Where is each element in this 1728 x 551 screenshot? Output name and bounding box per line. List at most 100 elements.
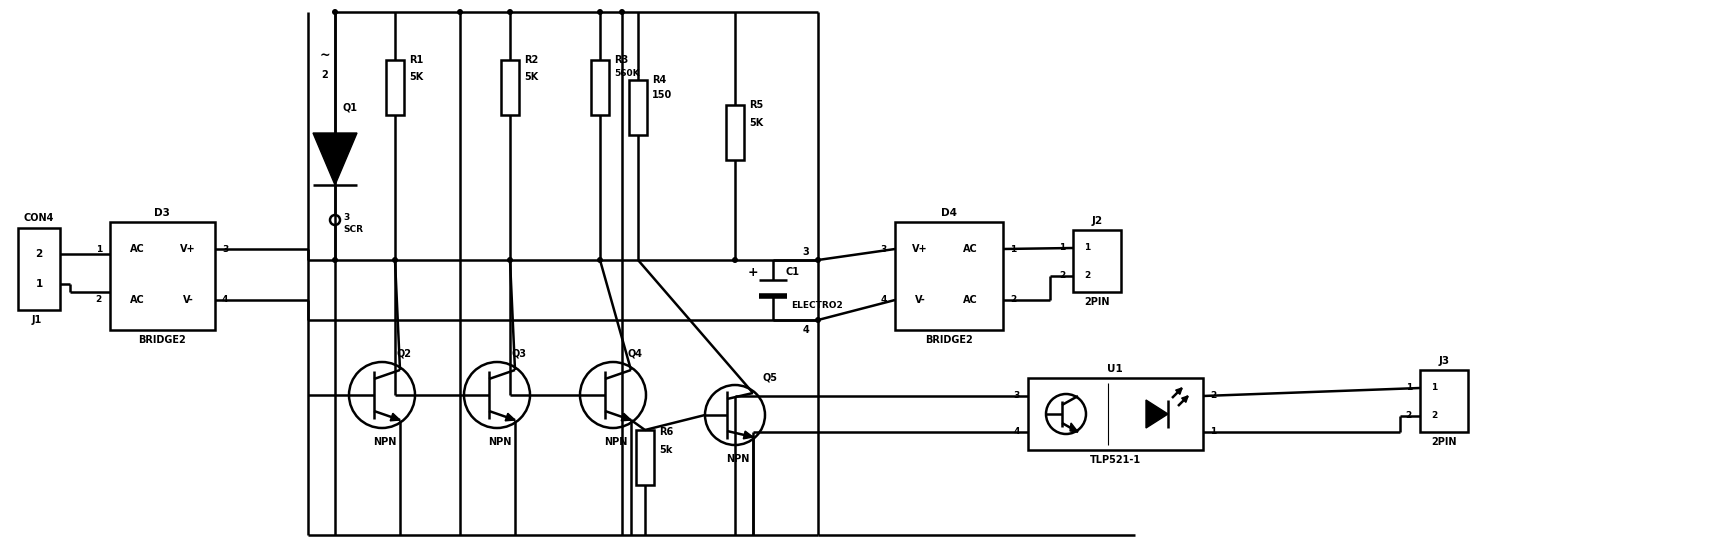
Text: ELECTRO2: ELECTRO2 [791,300,843,310]
Text: 3: 3 [881,245,886,253]
Text: C1: C1 [785,267,798,277]
Text: R1: R1 [410,55,423,65]
Text: R4: R4 [651,75,667,85]
Text: V-: V- [914,295,926,305]
Text: Q2: Q2 [396,348,411,358]
Text: 1: 1 [1431,383,1438,392]
Text: BRIDGE2: BRIDGE2 [924,335,973,345]
Bar [591,60,608,115]
Circle shape [506,257,513,263]
Text: 1: 1 [1083,244,1090,252]
Text: V+: V+ [912,244,928,254]
Text: 2: 2 [1431,412,1438,420]
Text: 1: 1 [1210,428,1217,436]
Bar [636,430,653,485]
Text: 3: 3 [1014,392,1020,401]
Polygon shape [505,413,515,421]
Text: V+: V+ [180,244,195,254]
Text: Q1: Q1 [342,103,358,113]
Polygon shape [620,413,631,421]
Circle shape [619,9,626,15]
Text: 4: 4 [802,325,809,335]
Text: 4: 4 [221,295,228,305]
Text: Q3: Q3 [511,348,527,358]
Circle shape [596,257,603,263]
Text: SCR: SCR [342,225,363,235]
Bar [111,222,214,330]
Text: R6: R6 [658,427,674,437]
Bar [629,80,646,135]
Text: ~: ~ [320,48,330,62]
Text: 1: 1 [1407,383,1412,392]
Text: R3: R3 [613,55,629,65]
Text: D4: D4 [942,208,957,218]
Text: 5K: 5K [410,72,423,82]
Polygon shape [313,133,358,185]
Text: AC: AC [130,244,145,254]
Text: 2: 2 [1059,272,1064,280]
Circle shape [581,362,646,428]
Text: AC: AC [962,295,978,305]
Bar [1028,378,1203,450]
Bar [385,60,404,115]
Text: 2: 2 [35,249,43,259]
Bar [726,105,745,160]
Text: AC: AC [130,295,145,305]
Text: 560K: 560K [613,68,639,78]
Text: J1: J1 [31,315,41,325]
Bar [895,222,1002,330]
Text: BRIDGE2: BRIDGE2 [138,335,187,345]
Circle shape [506,9,513,15]
Polygon shape [1175,388,1182,395]
Text: R5: R5 [748,100,764,110]
Bar [1420,370,1469,432]
Text: U1: U1 [1108,364,1123,374]
Text: 4: 4 [1014,428,1020,436]
Text: 1: 1 [1009,245,1016,253]
Bar [17,228,60,310]
Text: AC: AC [962,244,978,254]
Circle shape [705,385,766,445]
Text: +: + [748,266,759,278]
Text: NPN: NPN [605,437,627,447]
Text: 2: 2 [1407,412,1412,420]
Circle shape [465,362,530,428]
Circle shape [596,9,603,15]
Text: 3: 3 [802,247,809,257]
Circle shape [733,257,738,263]
Text: 4: 4 [881,295,886,305]
Circle shape [816,317,821,323]
Text: 2PIN: 2PIN [1083,297,1109,307]
Text: NPN: NPN [489,437,511,447]
Circle shape [330,215,340,225]
Circle shape [349,362,415,428]
Circle shape [1045,394,1085,434]
Circle shape [816,257,821,263]
Text: Q4: Q4 [627,348,643,358]
Circle shape [456,9,463,15]
Text: 3: 3 [342,213,349,223]
Text: CON4: CON4 [24,213,54,223]
Text: 2: 2 [95,295,102,305]
Circle shape [332,257,339,263]
Text: 5K: 5K [524,72,537,82]
Polygon shape [391,413,399,421]
Text: R2: R2 [524,55,537,65]
Text: 2: 2 [1009,295,1016,305]
Text: 2: 2 [1083,272,1090,280]
Text: NPN: NPN [373,437,397,447]
Text: 2: 2 [321,70,328,80]
Polygon shape [743,431,753,439]
Bar [1073,230,1121,292]
Text: TLP521-1: TLP521-1 [1089,455,1140,465]
Text: 150: 150 [651,90,672,100]
Text: 3: 3 [221,245,228,253]
Text: J3: J3 [1438,356,1450,366]
Text: 2PIN: 2PIN [1431,437,1457,447]
Circle shape [392,257,397,263]
Text: NPN: NPN [726,454,750,464]
Text: V-: V- [183,295,194,305]
Polygon shape [1146,400,1168,428]
Text: 2: 2 [1210,392,1217,401]
Circle shape [332,9,339,15]
